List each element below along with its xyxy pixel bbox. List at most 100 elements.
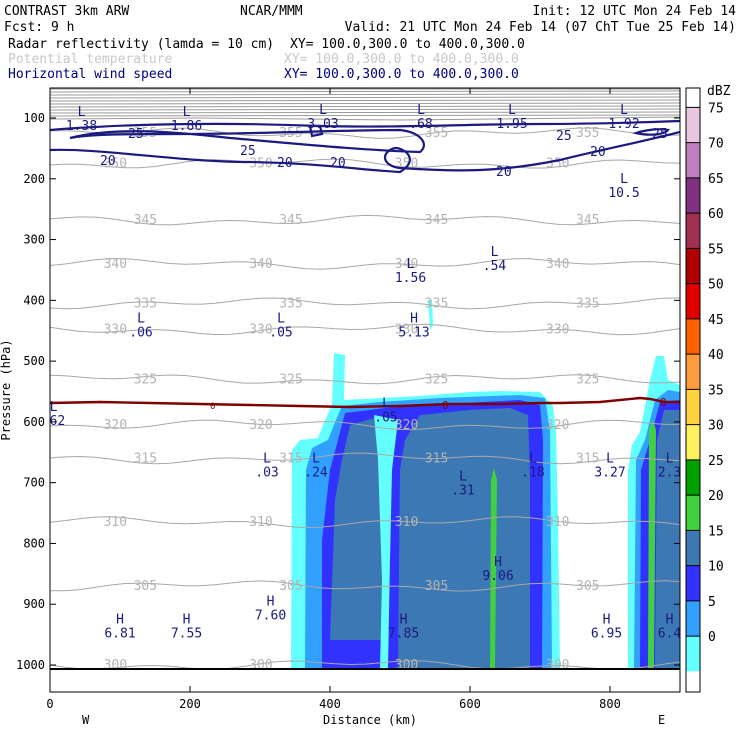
tropopause-band bbox=[50, 89, 680, 120]
extremum-type: L bbox=[666, 451, 674, 466]
extremum-type: H bbox=[267, 594, 275, 609]
y-axis-label: Pressure (hPa) bbox=[0, 339, 13, 440]
theta-label: 340 bbox=[546, 257, 569, 272]
extremum-value: 1.92 bbox=[608, 117, 639, 132]
colorbar-cell bbox=[686, 425, 700, 460]
x-axis-label: Distance (km) bbox=[323, 713, 417, 727]
forecast-hour: Fcst: 9 h bbox=[4, 20, 74, 35]
theta-label: 345 bbox=[279, 213, 302, 228]
colorbar-label: 60 bbox=[708, 207, 724, 222]
theta-label: 335 bbox=[576, 296, 599, 311]
theta-label: 320 bbox=[395, 418, 418, 433]
extremum-type: H bbox=[603, 612, 611, 627]
extremum-value: .06 bbox=[129, 326, 152, 341]
extremum-value: 6.81 bbox=[104, 626, 135, 641]
extremum-type: L bbox=[606, 451, 614, 466]
field-2-xy: XY= 100.0,300.0 to 400.0,300.0 bbox=[284, 52, 519, 67]
wind-label: 25 bbox=[556, 129, 572, 144]
extremum-value: 2.3 bbox=[658, 465, 681, 480]
extremum-type: H bbox=[494, 555, 502, 570]
field-2-name: Potential temperature bbox=[8, 52, 173, 67]
x-tick-label: 800 bbox=[599, 697, 621, 711]
theta-label: 355 bbox=[576, 126, 599, 141]
colorbar-label: 65 bbox=[708, 172, 724, 187]
colorbar-unit: dBZ bbox=[707, 84, 731, 99]
colorbar-label: 5 bbox=[708, 595, 716, 610]
field-3-xy: XY= 100.0,300.0 to 400.0,300.0 bbox=[284, 67, 519, 82]
wind-label: 20 bbox=[496, 165, 512, 180]
theta-label: 305 bbox=[279, 579, 302, 594]
colorbar-cell bbox=[686, 284, 700, 319]
band-line bbox=[50, 103, 680, 104]
band-line bbox=[50, 97, 680, 98]
theta-label: 310 bbox=[546, 515, 569, 530]
extremum-value: 1.38 bbox=[66, 119, 97, 134]
theta-label: 325 bbox=[134, 372, 157, 387]
extremum-type: L bbox=[50, 400, 58, 415]
wind-label: 20 bbox=[100, 154, 116, 169]
x-tick-label: 200 bbox=[179, 697, 201, 711]
wind-label: 20 bbox=[277, 156, 293, 171]
extremum-type: L bbox=[417, 103, 425, 118]
freezing-level-label: 0 bbox=[660, 396, 667, 409]
theta-label: 305 bbox=[425, 579, 448, 594]
x-axis-east-label: E bbox=[658, 713, 665, 727]
init-time: Init: 12 UTC Mon 24 Feb 14 bbox=[533, 4, 737, 19]
extremum-type: L bbox=[263, 451, 271, 466]
theta-label: 315 bbox=[425, 451, 448, 466]
theta-label: 345 bbox=[425, 213, 448, 228]
colorbar-label: 75 bbox=[708, 101, 724, 116]
theta-label: 330 bbox=[546, 323, 569, 338]
colorbar-label: 0 bbox=[708, 630, 716, 645]
theta-label: 325 bbox=[576, 372, 599, 387]
extremum-value: .24 bbox=[304, 465, 328, 480]
theta-label: 335 bbox=[425, 296, 448, 311]
colorbar-label: 70 bbox=[708, 137, 724, 152]
theta-contour bbox=[50, 259, 680, 270]
y-tick-label: 400 bbox=[23, 293, 45, 307]
y-tick-label: 1000 bbox=[16, 658, 45, 672]
band-line bbox=[50, 109, 680, 110]
colorbar-cell bbox=[686, 248, 700, 283]
theta-label: 310 bbox=[104, 515, 127, 530]
theta-label: 300 bbox=[546, 658, 569, 673]
band-line bbox=[50, 94, 680, 95]
x-tick-label: 0 bbox=[46, 697, 53, 711]
colorbar-label: 45 bbox=[708, 313, 724, 328]
extremum-type: H bbox=[183, 612, 191, 627]
colorbar-cell bbox=[686, 389, 700, 424]
extremum-value: 7.60 bbox=[255, 608, 286, 623]
extremum-value: 7.85 bbox=[388, 626, 419, 641]
theta-label: 345 bbox=[134, 213, 157, 228]
extremum-value: 9.06 bbox=[482, 569, 513, 584]
extremum-value: 1.86 bbox=[171, 119, 202, 134]
extremum-value: 10.5 bbox=[608, 186, 639, 201]
extremum-value: 7.55 bbox=[171, 626, 202, 641]
extremum-type: L bbox=[491, 245, 499, 260]
colorbar-cell bbox=[686, 566, 700, 601]
extremum-value: 5.13 bbox=[398, 326, 429, 341]
extremum-type: L bbox=[529, 451, 537, 466]
wind-label: 25 bbox=[652, 127, 668, 142]
band-line bbox=[50, 115, 680, 116]
band-line bbox=[50, 117, 680, 120]
extremum-value: .68 bbox=[409, 117, 432, 132]
extremum-type: L bbox=[620, 172, 628, 187]
extremum-type: L bbox=[382, 397, 390, 412]
freezing-level-label: 0 bbox=[210, 402, 215, 412]
theta-label: 300 bbox=[104, 658, 127, 673]
theta-label: 310 bbox=[249, 515, 272, 530]
theta-label: 300 bbox=[249, 658, 272, 673]
x-tick-label: 600 bbox=[459, 697, 481, 711]
extremum-type: L bbox=[277, 312, 285, 327]
extremum-type: L bbox=[78, 105, 86, 120]
extremum-type: L bbox=[459, 470, 467, 485]
extremum-value: 1.95 bbox=[496, 117, 527, 132]
colorbar-label: 30 bbox=[708, 419, 724, 434]
field-1-xy: XY= 100.0,300.0 to 400.0,300.0 bbox=[290, 37, 525, 52]
extremum-value: .62 bbox=[42, 414, 65, 429]
freezing-level-label: 0 bbox=[442, 399, 449, 412]
theta-label: 305 bbox=[576, 579, 599, 594]
